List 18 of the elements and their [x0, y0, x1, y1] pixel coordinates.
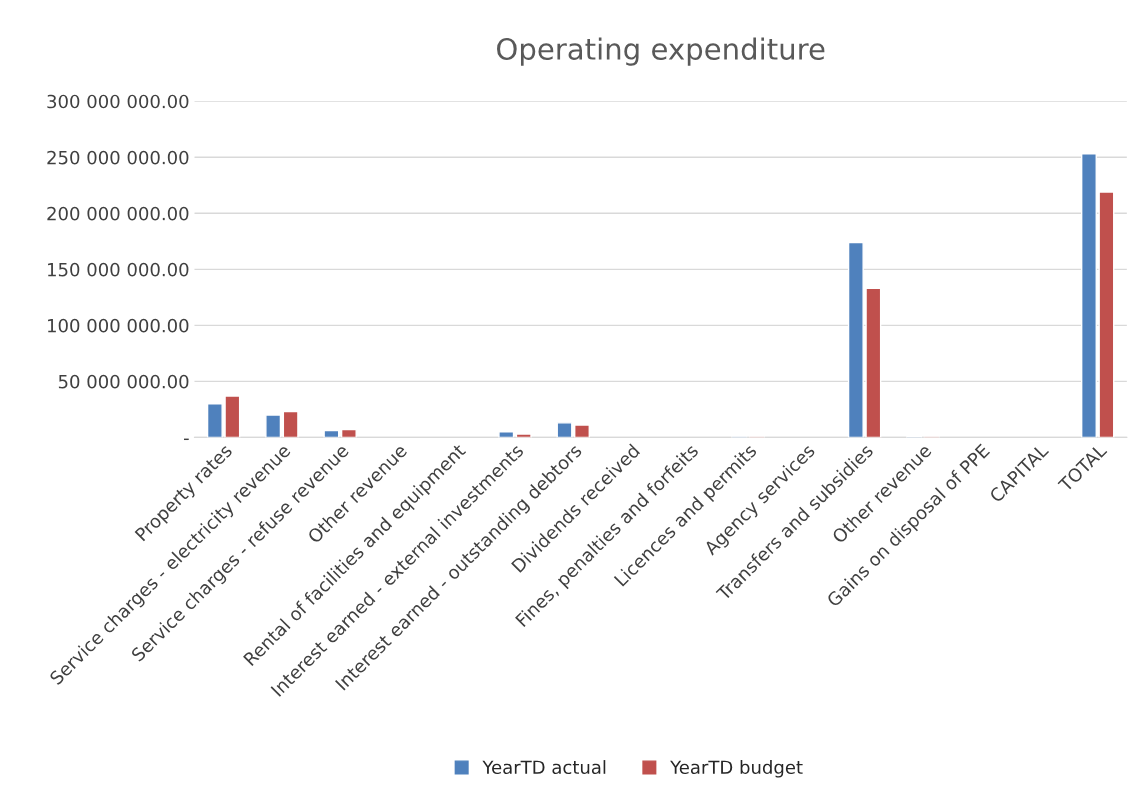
bar: [323, 429, 340, 438]
legend-label: YearTD budget: [670, 760, 803, 778]
bar: [574, 424, 590, 438]
y-tick-label: 300 000 000.00: [47, 94, 189, 109]
bar: [265, 414, 282, 438]
y-tick-label: 150 000 000.00: [48, 262, 189, 277]
y-tick-label: 50 000 000.00: [58, 374, 189, 389]
y-tick-label: 250 000 000.00: [47, 150, 189, 165]
chart-title: Operating expenditure: [497, 37, 825, 66]
bar: [515, 433, 532, 438]
y-tick-label: 100 000 000.00: [48, 318, 189, 333]
bar: [556, 422, 573, 438]
y-tick-label: -: [183, 438, 189, 441]
bar: [282, 410, 299, 438]
bar: [498, 431, 515, 438]
legend-label: YearTD actual: [482, 760, 606, 775]
bar: [340, 428, 357, 438]
y-tick-label: 200 000 000.00: [47, 206, 189, 221]
